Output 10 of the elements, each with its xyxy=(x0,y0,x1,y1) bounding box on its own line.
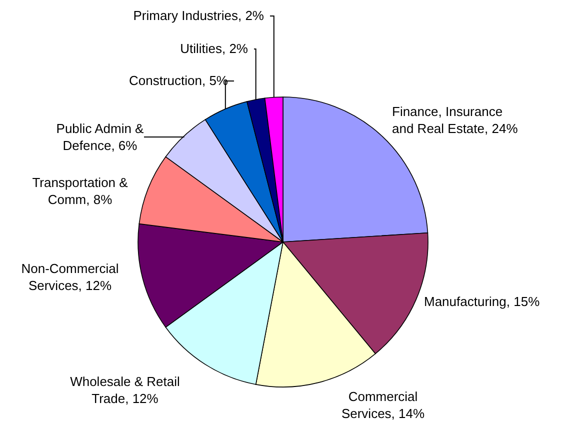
slice-label: Non-Commercial Services, 12% xyxy=(21,261,119,293)
slice-label: Wholesale & Retail Trade, 12% xyxy=(70,374,180,406)
slice-label: Manufacturing, 15% xyxy=(424,294,540,309)
slice-label: Utilities, 2% xyxy=(180,41,248,56)
slice-label: Finance, Insurance and Real Estate, 24% xyxy=(392,104,518,136)
slice-label: Commercial Services, 14% xyxy=(341,389,425,421)
slice-label: Construction, 5% xyxy=(129,73,228,88)
slice-label: Transportation & Comm, 8% xyxy=(32,175,128,207)
slice-label: Public Admin & Defence, 6% xyxy=(56,121,144,153)
slice-label: Primary Industries, 2% xyxy=(133,8,264,23)
